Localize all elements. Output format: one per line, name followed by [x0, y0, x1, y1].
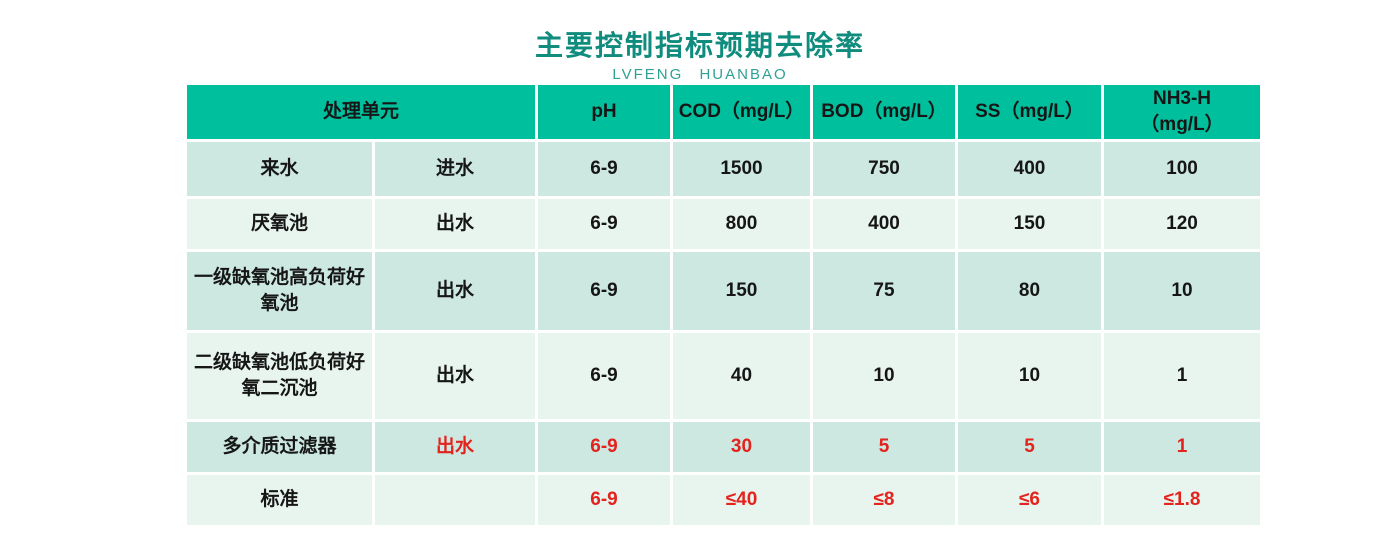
cell-nh3: ≤1.8 — [1104, 475, 1260, 525]
cell-bod: 10 — [813, 333, 955, 419]
cell-ss: ≤6 — [958, 475, 1101, 525]
cell-cod: ≤40 — [673, 475, 810, 525]
cell-unit: 一级缺氧池高负荷好氧池 — [187, 252, 372, 330]
cell-unit: 标准 — [187, 475, 372, 525]
cell-cod: 150 — [673, 252, 810, 330]
cell-unit: 二级缺氧池低负荷好氧二沉池 — [187, 333, 372, 419]
column-header-ph: pH — [538, 85, 670, 139]
cell-bod: 400 — [813, 199, 955, 249]
cell-stream — [375, 475, 535, 525]
indicators-table-container: 处理单元 pH COD（mg/L） BOD（mg/L） SS（mg/L） NH3… — [184, 82, 1263, 528]
cell-stream: 出水 — [375, 199, 535, 249]
page-subtitle: LVFENG HUANBAO — [612, 66, 788, 83]
cell-cod: 1500 — [673, 142, 810, 196]
cell-cod: 40 — [673, 333, 810, 419]
column-header-cod: COD（mg/L） — [673, 85, 810, 139]
cell-unit: 多介质过滤器 — [187, 422, 372, 472]
cell-ph: 6-9 — [538, 333, 670, 419]
table-row: 来水 进水 6-9 1500 750 400 100 — [187, 142, 1260, 196]
cell-ph: 6-9 — [538, 199, 670, 249]
cell-cod: 800 — [673, 199, 810, 249]
cell-stream: 出水 — [375, 422, 535, 472]
cell-ss: 5 — [958, 422, 1101, 472]
column-header-nh3: NH3-H （mg/L） — [1104, 85, 1260, 139]
cell-stream: 出水 — [375, 333, 535, 419]
cell-nh3: 120 — [1104, 199, 1260, 249]
cell-cod: 30 — [673, 422, 810, 472]
cell-nh3: 10 — [1104, 252, 1260, 330]
table-row: 一级缺氧池高负荷好氧池 出水 6-9 150 75 80 10 — [187, 252, 1260, 330]
cell-ss: 10 — [958, 333, 1101, 419]
table-header-row: 处理单元 pH COD（mg/L） BOD（mg/L） SS（mg/L） NH3… — [187, 85, 1260, 139]
cell-nh3: 1 — [1104, 333, 1260, 419]
cell-nh3: 100 — [1104, 142, 1260, 196]
column-header-ss: SS（mg/L） — [958, 85, 1101, 139]
column-header-bod: BOD（mg/L） — [813, 85, 955, 139]
cell-stream: 进水 — [375, 142, 535, 196]
cell-nh3: 1 — [1104, 422, 1260, 472]
indicators-table: 处理单元 pH COD（mg/L） BOD（mg/L） SS（mg/L） NH3… — [184, 82, 1263, 528]
table-row: 厌氧池 出水 6-9 800 400 150 120 — [187, 199, 1260, 249]
page-title: 主要控制指标预期去除率 — [534, 30, 865, 61]
cell-unit: 来水 — [187, 142, 372, 196]
cell-bod: 750 — [813, 142, 955, 196]
cell-stream: 出水 — [375, 252, 535, 330]
cell-ss: 80 — [958, 252, 1101, 330]
table-row: 标准 6-9 ≤40 ≤8 ≤6 ≤1.8 — [187, 475, 1260, 525]
cell-ph: 6-9 — [538, 475, 670, 525]
cell-ph: 6-9 — [538, 422, 670, 472]
column-header-nh3-line1: NH3-H — [1152, 88, 1212, 110]
cell-ss: 400 — [958, 142, 1101, 196]
cell-ph: 6-9 — [538, 252, 670, 330]
column-header-unit: 处理单元 — [187, 85, 535, 139]
cell-unit: 厌氧池 — [187, 199, 372, 249]
table-row: 二级缺氧池低负荷好氧二沉池 出水 6-9 40 10 10 1 — [187, 333, 1260, 419]
cell-ss: 150 — [958, 199, 1101, 249]
table-row: 多介质过滤器 出水 6-9 30 5 5 1 — [187, 422, 1260, 472]
cell-bod: 75 — [813, 252, 955, 330]
cell-ph: 6-9 — [538, 142, 670, 196]
cell-bod: 5 — [813, 422, 955, 472]
column-header-nh3-line2: （mg/L） — [1140, 114, 1224, 135]
cell-bod: ≤8 — [813, 475, 955, 525]
